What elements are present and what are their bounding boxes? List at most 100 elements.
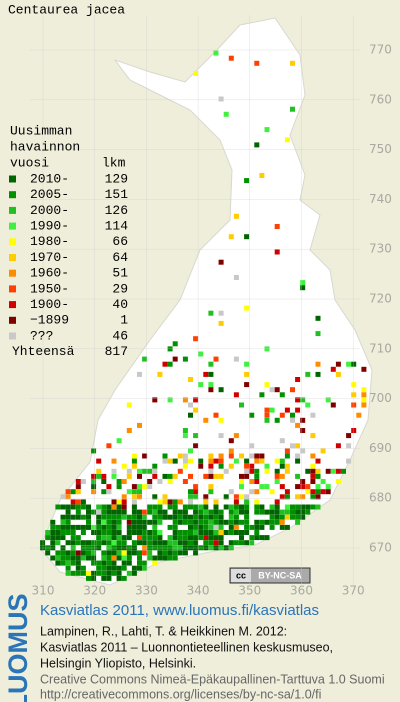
occurrence-square xyxy=(116,535,122,541)
x-tick-label: 340 xyxy=(187,584,210,598)
occurrence-square xyxy=(228,540,234,546)
occurrence-square xyxy=(75,499,81,505)
occurrence-square xyxy=(213,514,219,520)
occurrence-square xyxy=(259,484,265,490)
occurrence-square xyxy=(162,514,168,520)
occurrence-square xyxy=(264,535,270,541)
occurrence-square xyxy=(188,458,193,464)
occurrence-square xyxy=(208,463,214,469)
occurrence-square xyxy=(233,524,239,530)
cc-badge-text: BY-NC-SA xyxy=(258,570,302,580)
occurrence-square xyxy=(55,535,61,541)
occurrence-square xyxy=(172,356,178,362)
occurrence-square xyxy=(101,514,107,520)
occurrence-square xyxy=(249,453,255,459)
occurrence-square xyxy=(55,550,61,556)
occurrence-square xyxy=(116,519,122,525)
occurrence-square xyxy=(147,484,153,490)
occurrence-square xyxy=(188,489,193,495)
occurrence-square xyxy=(244,514,250,520)
legend-label: 1970- xyxy=(30,250,69,265)
x-tick-label: 350 xyxy=(238,584,261,598)
occurrence-square xyxy=(162,499,168,505)
occurrence-square xyxy=(106,443,112,449)
occurrence-square xyxy=(213,50,219,56)
occurrence-square xyxy=(254,530,260,535)
occurrence-square xyxy=(284,494,290,500)
occurrence-square xyxy=(172,519,178,525)
occurrence-square xyxy=(137,540,142,546)
occurrence-square xyxy=(60,550,66,556)
occurrence-square xyxy=(239,535,244,541)
occurrence-square xyxy=(361,366,367,372)
occurrence-square xyxy=(50,535,56,541)
occurrence-square xyxy=(305,509,311,515)
occurrence-square xyxy=(96,560,102,566)
occurrence-square xyxy=(351,361,357,367)
occurrence-square xyxy=(300,494,306,500)
occurrence-square xyxy=(126,530,132,535)
occurrence-square xyxy=(254,142,260,148)
occurrence-square xyxy=(239,484,244,490)
occurrence-square xyxy=(65,565,71,571)
occurrence-square xyxy=(193,489,199,495)
citation: Lampinen, R., Lahti, T. & Heikkinen M. 2… xyxy=(40,624,287,638)
occurrence-square xyxy=(111,565,117,571)
occurrence-square xyxy=(106,530,112,535)
occurrence-square xyxy=(208,458,214,464)
occurrence-square xyxy=(137,371,142,377)
finland-outline xyxy=(39,17,373,586)
license-url[interactable]: http://creativecommons.org/licenses/by-n… xyxy=(40,687,321,701)
occurrence-square xyxy=(96,519,102,525)
occurrence-square xyxy=(203,514,209,520)
occurrence-square xyxy=(121,509,127,515)
occurrence-square xyxy=(101,540,107,546)
occurrence-square xyxy=(223,519,229,525)
occurrence-square xyxy=(233,504,239,510)
occurrence-square xyxy=(244,361,250,367)
legend-count: 66 xyxy=(112,234,128,249)
occurrence-square xyxy=(254,453,260,459)
occurrence-square xyxy=(223,468,229,474)
occurrence-square xyxy=(244,463,250,469)
occurrence-square xyxy=(86,550,91,556)
occurrence-square xyxy=(269,504,275,510)
legend-count: 129 xyxy=(105,171,128,186)
occurrence-square xyxy=(167,514,173,520)
occurrence-square xyxy=(228,519,234,525)
occurrence-square xyxy=(75,555,81,561)
occurrence-square xyxy=(218,320,224,326)
occurrence-square xyxy=(295,519,301,525)
occurrence-square xyxy=(131,565,137,571)
occurrence-square xyxy=(80,499,86,505)
occurrence-square xyxy=(157,540,163,546)
occurrence-square xyxy=(126,560,132,566)
occurrence-square xyxy=(208,530,214,535)
occurrence-square xyxy=(218,453,224,459)
occurrence-square xyxy=(315,489,321,495)
atlas-link[interactable]: Kasviatlas 2011, www.luomus.fi/kasviatla… xyxy=(40,602,319,619)
occurrence-square xyxy=(106,489,112,495)
occurrence-square xyxy=(264,519,270,525)
occurrence-square xyxy=(152,560,158,566)
occurrence-square xyxy=(182,504,188,510)
occurrence-square xyxy=(121,499,127,505)
occurrence-square xyxy=(188,540,193,546)
occurrence-square xyxy=(70,489,76,495)
occurrence-square xyxy=(249,463,255,469)
occurrence-square xyxy=(198,519,204,525)
occurrence-square xyxy=(55,560,61,566)
occurrence-square xyxy=(55,530,61,535)
occurrence-square xyxy=(351,392,357,398)
occurrence-square xyxy=(167,499,173,505)
occurrence-square xyxy=(208,484,214,490)
occurrence-square xyxy=(147,540,153,546)
occurrence-square xyxy=(284,489,290,495)
occurrence-square xyxy=(295,453,301,459)
occurrence-square xyxy=(228,453,234,459)
occurrence-square xyxy=(208,489,214,495)
occurrence-square xyxy=(361,402,367,408)
occurrence-square xyxy=(167,473,173,479)
occurrence-square xyxy=(198,514,204,520)
occurrence-square xyxy=(131,519,137,525)
